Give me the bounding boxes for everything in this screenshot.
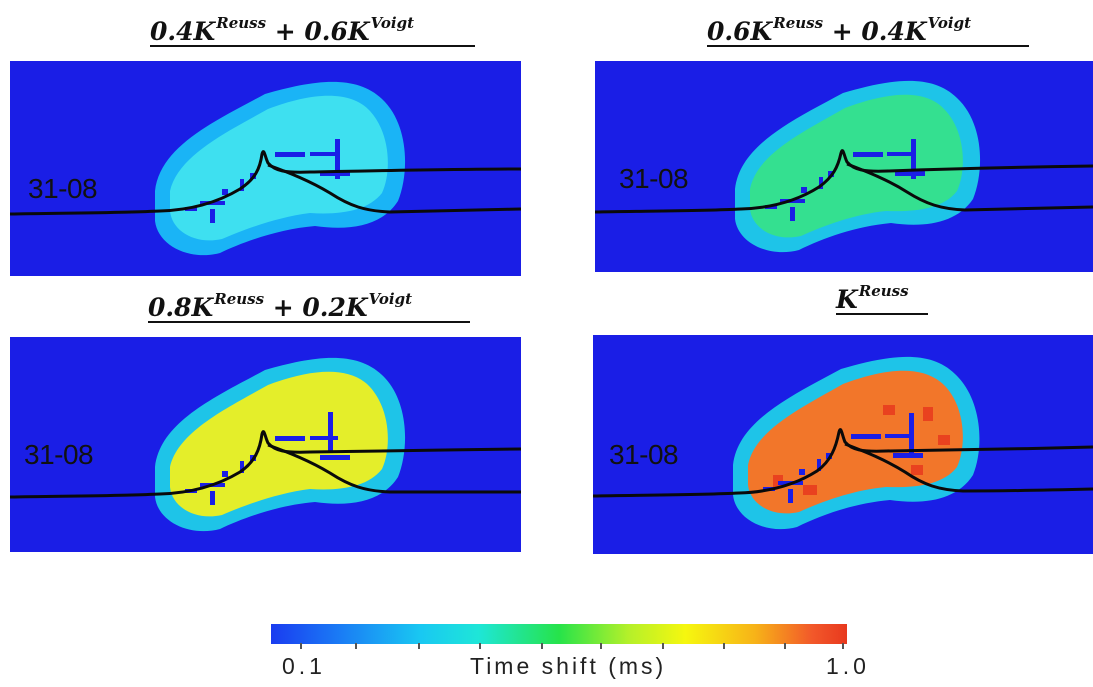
title-term-a: 0.4K [150,17,216,46]
time-shift-map: 31-08 [593,335,1093,554]
panel-title: 0.4KReuss + 0.6KVoigt [150,14,414,46]
title-term-b: + 0.4K [831,17,927,46]
title-sup-b: Voigt [368,290,413,308]
title-term-a: 0.8K [148,293,214,322]
colorbar-tick [600,643,602,649]
title-sup-a: Reuss [773,14,824,32]
title-term-a: K [836,285,858,314]
map-svg [593,356,1093,530]
panel-title: KReuss [836,282,909,314]
map-svg [10,81,521,256]
colorbar [271,624,847,644]
well-label: 31-08 [619,163,689,194]
colorbar-tick [355,643,357,649]
colorbar-tick [784,643,786,649]
panel-title: 0.6KReuss + 0.4KVoigt [707,14,971,46]
title-underline [836,313,928,315]
well-trajectory [10,150,521,216]
well-branch [844,442,1093,493]
title-term-a: 0.6K [707,17,773,46]
colorbar-tick [723,643,725,649]
title-sup-b: Voigt [927,14,972,32]
well-branch [267,163,521,214]
title-sup-a: Reuss [216,14,267,32]
title-underline [148,321,470,323]
well-branch [267,443,521,494]
colorbar-tick [662,643,664,649]
time-shift-map: 31-08 [10,337,521,552]
well-trajectory [10,430,521,499]
time-shift-map: 31-08 [10,61,521,276]
well-label: 31-08 [609,439,679,470]
colorbar-tick [842,643,844,649]
panel-title: 0.8KReuss + 0.2KVoigt [148,290,412,322]
title-underline [150,45,475,47]
map-svg [10,357,521,532]
map-svg [595,80,1093,253]
title-term-b: + 0.6K [274,17,370,46]
well-label: 31-08 [24,439,94,470]
title-sup-a: Reuss [214,290,265,308]
well-label: 31-08 [28,173,98,204]
title-term-b: + 0.2K [272,293,368,322]
colorbar-tick [479,643,481,649]
well-trajectory [595,149,1093,214]
well-trajectory [593,428,1093,498]
colorbar-min-label: 0.1 [282,653,326,679]
well-branch [846,162,1093,212]
colorbar-tick [418,643,420,649]
title-sup-a: Reuss [858,282,909,300]
title-sup-b: Voigt [370,14,415,32]
colorbar-max-label: 1.0 [826,653,870,679]
colorbar-tick [541,643,543,649]
title-underline [707,45,1029,47]
time-shift-map: 31-08 [595,61,1093,272]
colorbar-title: Time shift (ms) [470,653,667,679]
colorbar-tick [300,643,302,649]
